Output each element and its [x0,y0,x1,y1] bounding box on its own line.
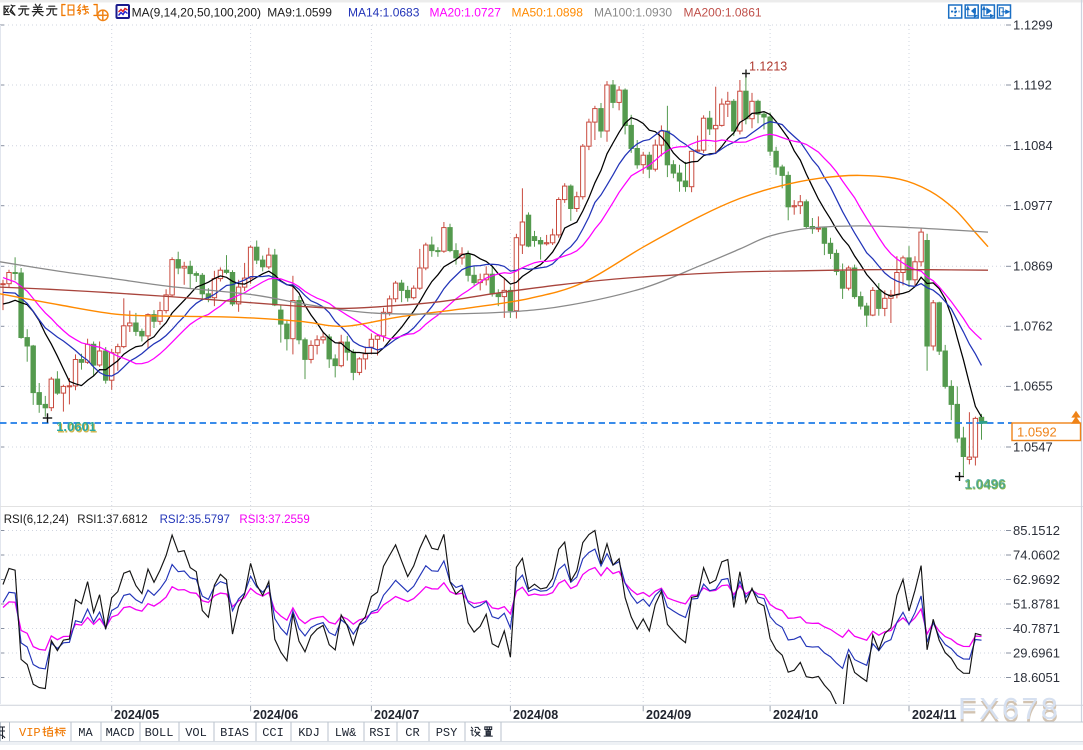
svg-text:1.0762: 1.0762 [1013,319,1053,334]
svg-text:1.1084: 1.1084 [1013,138,1053,153]
svg-text:1.0869: 1.0869 [1013,259,1053,274]
svg-text:MA9:1.0599: MA9:1.0599 [267,6,332,20]
svg-text:MA(9,14,20,50,100,200): MA(9,14,20,50,100,200) [132,6,261,20]
svg-text:RSI3:37.2559: RSI3:37.2559 [239,514,309,526]
svg-text:RSI1:37.6812: RSI1:37.6812 [77,514,147,526]
svg-text:BIAS: BIAS [220,726,249,740]
svg-text:2024/05: 2024/05 [114,708,159,722]
svg-text:RSI(6,12,24): RSI(6,12,24) [4,514,69,526]
svg-text:MACD: MACD [106,726,135,740]
svg-text:74.0602: 74.0602 [1013,547,1060,562]
svg-text:2024/08: 2024/08 [513,708,558,722]
svg-text:1.0496: 1.0496 [964,477,1006,492]
svg-text:1.1213: 1.1213 [749,60,787,74]
svg-text:1.1192: 1.1192 [1013,77,1052,92]
svg-text:MA100:1.0930: MA100:1.0930 [594,6,672,20]
svg-text:1.0592: 1.0592 [1017,425,1057,440]
svg-text:40.7871: 40.7871 [1013,621,1060,636]
svg-text:1.0977: 1.0977 [1013,198,1053,213]
svg-text:RSI2:35.5797: RSI2:35.5797 [160,514,230,526]
svg-text:VOL: VOL [185,726,207,740]
svg-text:MA50:1.0898: MA50:1.0898 [512,6,584,20]
svg-text:CR: CR [405,726,419,740]
svg-text:RSI: RSI [369,726,391,740]
svg-text:MA20:1.0727: MA20:1.0727 [430,6,502,20]
svg-text:1.1299: 1.1299 [1013,17,1053,32]
svg-text:MA14:1.0683: MA14:1.0683 [348,6,420,20]
svg-text:2024/10: 2024/10 [773,708,818,722]
svg-text:18.6051: 18.6051 [1013,670,1060,685]
svg-text:2024/06: 2024/06 [253,708,298,722]
svg-text:2024/09: 2024/09 [646,708,691,722]
svg-text:1.0655: 1.0655 [1013,379,1053,394]
svg-text:1.0547: 1.0547 [1013,439,1053,454]
svg-text:29.6961: 29.6961 [1013,645,1060,660]
svg-text:1.0601: 1.0601 [57,420,97,435]
svg-text:BOLL: BOLL [145,726,174,740]
svg-text:62.9692: 62.9692 [1013,572,1060,587]
svg-text:FX678: FX678 [958,692,1060,726]
svg-text:PSY: PSY [436,726,458,740]
svg-text:KDJ: KDJ [298,726,320,740]
svg-text:MA200:1.0861: MA200:1.0861 [684,6,762,20]
svg-text:1.0601: 1.0601 [56,419,96,434]
svg-text:VIP: VIP [19,726,41,740]
svg-text:2024/11: 2024/11 [912,708,957,722]
svg-text:85.1512: 85.1512 [1013,523,1060,538]
svg-text:51.8781: 51.8781 [1013,596,1060,611]
svg-text:CCI: CCI [262,726,284,740]
svg-text:MA: MA [78,726,93,740]
svg-text:LW&: LW& [335,726,357,740]
svg-text:2024/07: 2024/07 [374,708,419,722]
svg-text:1.0496: 1.0496 [965,478,1007,493]
